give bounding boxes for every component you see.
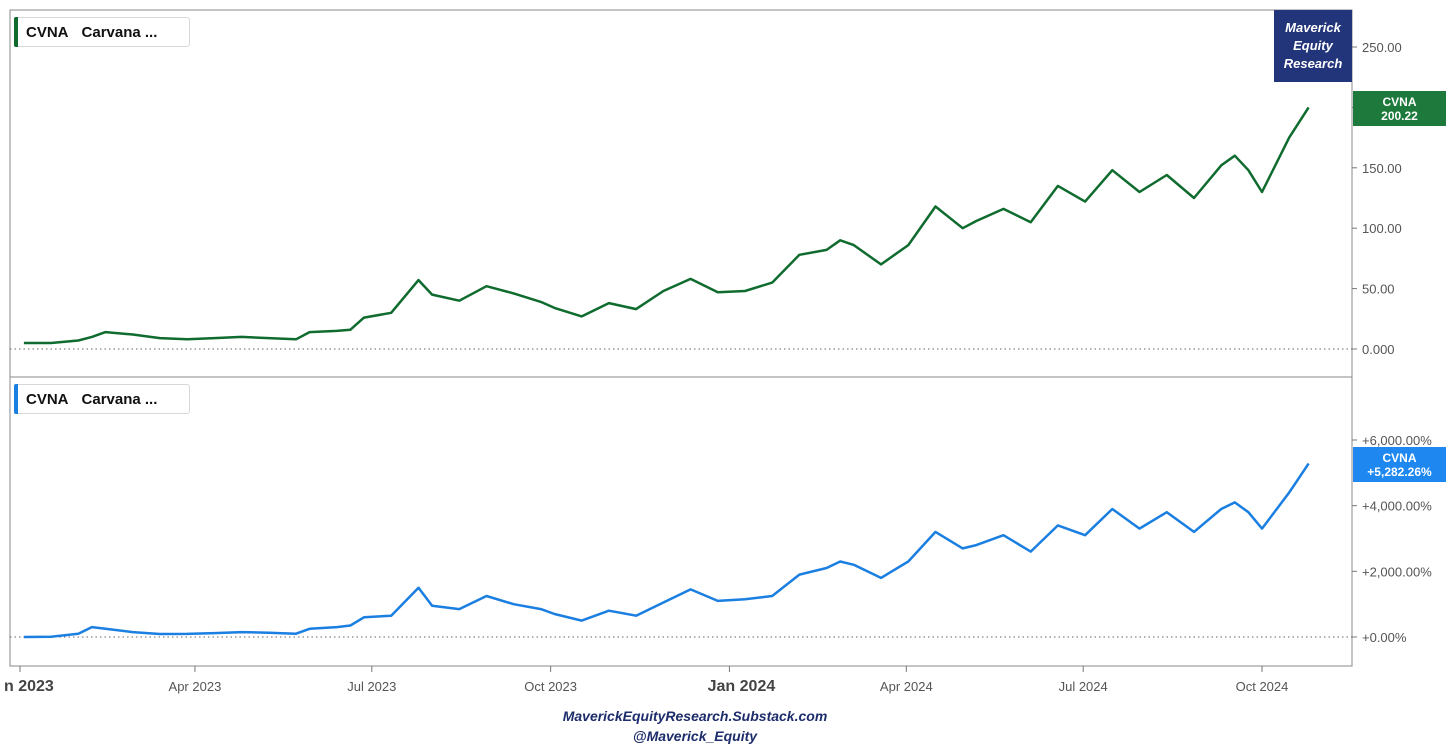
footer-handle: @Maverick_Equity bbox=[632, 728, 758, 744]
x-tick-label: Apr 2024 bbox=[880, 679, 933, 694]
price-ytick-label: 250.00 bbox=[1362, 40, 1402, 55]
x-tick-label: Oct 2024 bbox=[1236, 679, 1289, 694]
percent-ytick-label: +4,000.00% bbox=[1362, 499, 1432, 514]
percent-panel: +0.00% +2,000.00% +4,000.00% +6,000.00% bbox=[10, 433, 1432, 645]
bottom-legend-name: Carvana ... bbox=[81, 390, 158, 408]
top-tag-ticker: CVNA bbox=[1382, 94, 1417, 109]
bottom-last-value-tag: CVNA +5,282.26% bbox=[1353, 447, 1446, 482]
footer-site: MaverickEquityResearch.Substack.com bbox=[562, 708, 828, 724]
bottom-tag-value: +5,282.26% bbox=[1367, 464, 1432, 479]
top-legend-name: Carvana ... bbox=[81, 23, 158, 41]
brand-watermark: Maverick Equity Research bbox=[1274, 10, 1352, 82]
top-legend-swatch bbox=[14, 17, 18, 47]
watermark-line-1: Maverick bbox=[1285, 20, 1341, 35]
price-series-line bbox=[23, 106, 1310, 345]
percent-series-line bbox=[23, 462, 1310, 639]
bottom-tag-ticker: CVNA bbox=[1382, 450, 1417, 465]
chart-frames bbox=[9, 9, 1353, 667]
x-tick-label: Jul 2023 bbox=[347, 679, 396, 694]
price-ytick-label: 0.000 bbox=[1362, 342, 1395, 357]
price-ytick-label: 50.00 bbox=[1362, 282, 1395, 297]
bottom-legend[interactable]: CVNA Carvana ... bbox=[14, 384, 190, 414]
top-legend-ticker: CVNA bbox=[26, 23, 69, 41]
x-tick-label: n 2023 bbox=[4, 678, 54, 695]
x-tick-label: Oct 2023 bbox=[524, 679, 577, 694]
percent-ytick-label: +2,000.00% bbox=[1362, 564, 1432, 579]
price-ytick-label: 150.00 bbox=[1362, 161, 1402, 176]
percent-ytick-label: +6,000.00% bbox=[1362, 433, 1432, 448]
top-last-value-tag: CVNA 200.22 bbox=[1353, 91, 1446, 126]
top-legend[interactable]: CVNA Carvana ... bbox=[14, 17, 190, 47]
watermark-line-2: Equity bbox=[1293, 38, 1333, 53]
top-tag-value: 200.22 bbox=[1381, 108, 1418, 123]
x-tick-label: Apr 2023 bbox=[169, 679, 222, 694]
watermark-line-3: Research bbox=[1283, 56, 1343, 71]
bottom-legend-ticker: CVNA bbox=[26, 390, 69, 408]
x-axis: n 2023 Apr 2023 Jul 2023 Oct 2023 Jan 2024 Ap… bbox=[4, 666, 1288, 695]
bottom-legend-swatch bbox=[14, 384, 18, 414]
x-tick-label: Jan 2024 bbox=[708, 678, 776, 695]
price-panel: 0.000 50.00 100.00 150.00 250.00 bbox=[10, 40, 1402, 357]
x-tick-label: Jul 2024 bbox=[1059, 679, 1108, 694]
price-ytick-label: 100.00 bbox=[1362, 221, 1402, 236]
percent-ytick-label: +0.00% bbox=[1362, 630, 1407, 645]
plot-frame bbox=[9, 9, 1353, 667]
